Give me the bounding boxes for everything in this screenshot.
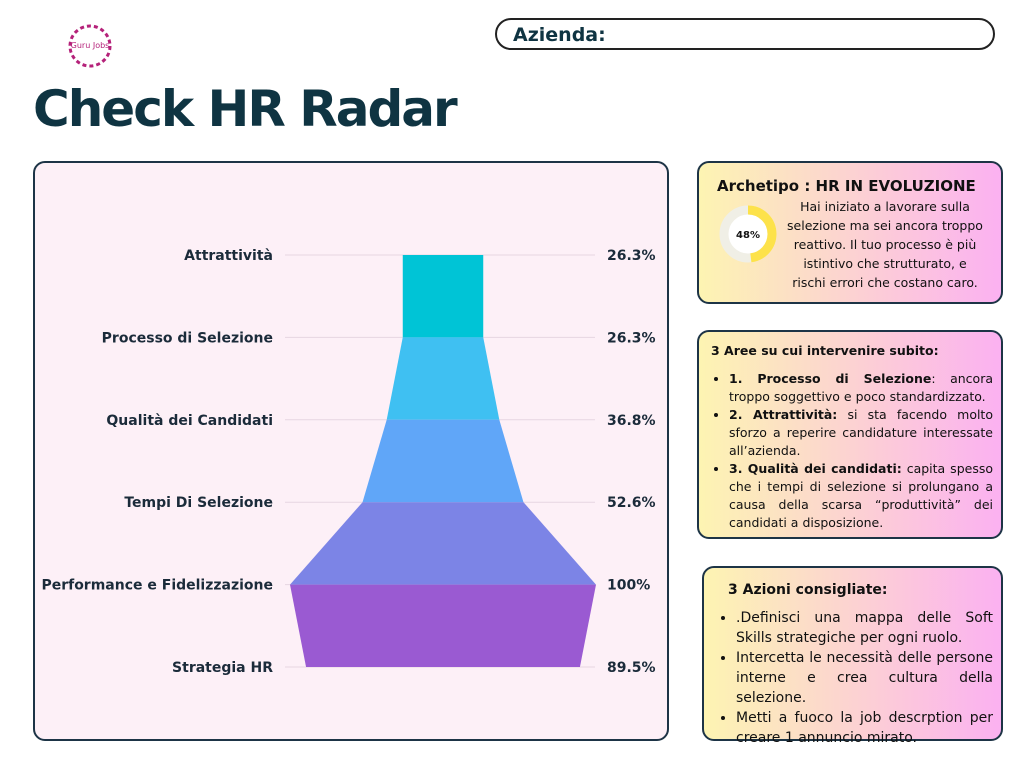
area-text: capita spesso che i tempi di selezione s… [729,461,993,530]
funnel-segment [362,419,524,503]
donut-label: 48% [736,230,760,241]
value-label: 36.8% [607,413,656,429]
archetype-card: Archetipo : HR IN EVOLUZIONE 48% Hai ini… [697,161,1003,304]
areas-list: 1. Processo di Selezione: ancora troppo … [711,370,993,532]
area-item: 2. Attrattività: si sta facendo molto sf… [729,406,993,460]
logo-mark [68,24,112,68]
value-label: 89.5% [607,660,656,676]
category-label: Qualità dei Candidati [106,413,273,429]
title: Check HR Radar [33,80,458,138]
action-item: Intercetta le necessità delle persone in… [736,648,993,708]
actions-title: 3 Azioni consigliate: [728,582,888,598]
value-label: 52.6% [607,495,656,511]
donut: 48% [719,205,777,263]
archetype-title: Archetipo : HR IN EVOLUZIONE [717,177,976,195]
funnel-segment [290,584,596,667]
company-field[interactable]: Azienda: [495,18,995,50]
category-label: Processo di Selezione [102,330,273,346]
value-label: 26.3% [607,248,656,264]
funnel-segment [402,255,484,338]
area-item: 1. Processo di Selezione: ancora troppo … [729,370,993,406]
area-bold: 3. Qualità dei candidati: [729,461,902,476]
areas-title: 3 Aree su cui intervenire subito: [711,343,939,358]
action-item: Metti a fuoco la job descrption per crea… [736,708,993,748]
actions-card: 3 Azioni consigliate: .Definisci una map… [702,566,1003,746]
funnel-chart: Attrattività 26.3% Processo di Selezione 26… [41,248,656,676]
funnel-segment [386,337,500,420]
area-text: si sta facendo molto sforzo a reperire c… [729,407,993,458]
category-label: Strategia HR [172,660,273,676]
actions-list: .Definisci una mappa delle Soft Skills s… [718,608,993,748]
category-label: Performance e Fidelizzazione [41,578,273,594]
area-bold: 1. Processo di Selezione [729,371,932,386]
archetype-text: Hai iniziato a lavorare sulla selezione … [787,199,983,290]
area-bold: 2. Attrattività: [729,407,838,422]
logo: Guru Jobs [68,24,112,68]
donut-arc [719,205,777,263]
logo-text: Guru Jobs [71,41,110,50]
company-label: Azienda: [513,24,606,46]
area-item: 3. Qualità dei candidati: capita spesso … [729,460,993,532]
areas-card: 3 Aree su cui intervenire subito: 1. Pro… [697,330,1003,539]
value-label: 100% [607,578,650,594]
category-label: Attrattività [184,248,273,264]
action-item: .Definisci una mappa delle Soft Skills s… [736,608,993,648]
category-label: Tempi Di Selezione [124,495,273,511]
value-label: 26.3% [607,330,656,346]
funnel-segment [290,502,596,585]
area-text: : ancora troppo soggettivo e poco standa… [729,371,993,404]
